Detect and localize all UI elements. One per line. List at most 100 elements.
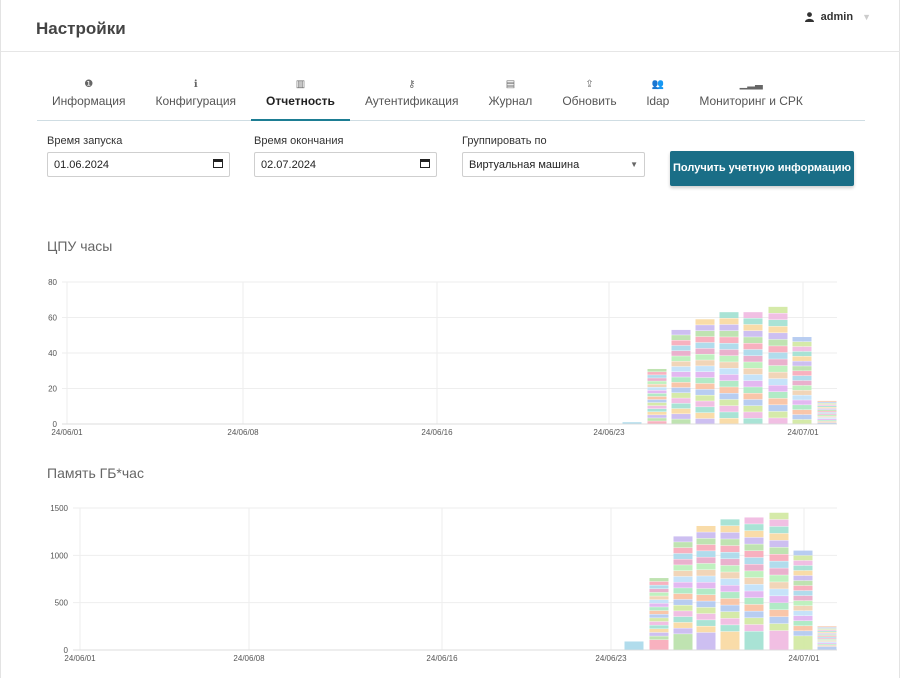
bar-segment <box>671 419 691 424</box>
bar-segment <box>647 387 667 391</box>
group-select[interactable]: Виртуальная машина ▼ <box>462 152 645 177</box>
bar-segment <box>792 414 812 420</box>
bar-segment <box>817 637 837 638</box>
x-tick-label: 24/06/01 <box>51 428 83 437</box>
bar-segment <box>649 585 669 589</box>
bar-segment <box>647 378 667 381</box>
bar-segment <box>647 421 667 424</box>
key-icon: ⚷ <box>408 79 416 90</box>
bar-segment <box>817 408 837 410</box>
tab-6[interactable]: 👥 ldap <box>632 72 685 120</box>
calendar-icon[interactable] <box>420 158 430 171</box>
group-value: Виртуальная машина <box>469 158 580 171</box>
bar-segment <box>817 635 837 637</box>
bar-segment <box>817 415 837 416</box>
bar-segment <box>792 409 812 415</box>
tab-label: Информация <box>52 94 126 108</box>
bar-segment <box>647 412 667 415</box>
bar-stack <box>696 525 716 650</box>
bar-segment <box>768 339 788 346</box>
bar-segment <box>768 306 788 313</box>
bar-segment <box>719 418 739 424</box>
bar-segment <box>720 532 740 539</box>
bar-segment <box>649 632 669 636</box>
tab-5[interactable]: ⇪ Обновить <box>547 72 631 120</box>
bar-segment <box>671 350 691 356</box>
bar-stack <box>817 400 837 424</box>
bar-segment <box>743 330 763 337</box>
tab-7[interactable]: ▁▂▃ Мониторинг и СРК <box>684 72 818 120</box>
bar-stack <box>720 519 740 650</box>
bar-segment <box>720 552 740 559</box>
bar-segment <box>720 592 740 599</box>
bar-stack <box>792 337 812 424</box>
bar-segment <box>743 362 763 369</box>
bar-segment <box>793 560 813 566</box>
bar-segment <box>768 385 788 392</box>
bar-segment <box>768 365 788 372</box>
bar-segment <box>768 326 788 333</box>
bar-segment <box>768 333 788 340</box>
chevron-down-icon: ▼ <box>630 160 638 169</box>
bar-segment <box>671 329 691 335</box>
x-tick-label: 24/07/01 <box>787 428 819 437</box>
bar-segment <box>817 638 837 640</box>
bar-stack <box>743 312 763 424</box>
bar-segment <box>769 547 789 554</box>
y-tick-label: 0 <box>64 646 69 655</box>
bar-segment <box>671 335 691 341</box>
x-tick-label: 24/06/01 <box>64 654 96 663</box>
tab-0[interactable]: ❶ Информация <box>37 72 140 120</box>
bar-segment <box>649 596 669 600</box>
bar-segment <box>719 343 739 350</box>
bar-segment <box>792 400 812 405</box>
bar-segment <box>649 621 669 625</box>
user-menu[interactable]: admin ▼ <box>804 11 871 23</box>
bar-segment <box>744 537 764 544</box>
bar-segment <box>768 346 788 353</box>
signal-icon: ▁▂▃ <box>739 79 763 90</box>
bar-segment <box>622 422 642 424</box>
bar-segment <box>649 625 669 629</box>
bar-segment <box>719 318 739 325</box>
bar-segment <box>769 616 789 624</box>
bar-segment <box>720 605 740 612</box>
end-date-input[interactable]: 02.07.2024 <box>254 152 437 177</box>
calendar-icon[interactable] <box>213 158 223 171</box>
bar-segment <box>817 409 837 411</box>
bar-segment <box>793 600 813 606</box>
bar-segment <box>793 555 813 561</box>
bar-segment <box>671 393 691 398</box>
bar-segment <box>673 605 693 611</box>
bar-segment <box>720 598 740 605</box>
y-tick-label: 1500 <box>50 504 68 513</box>
tab-2[interactable]: ▥ Отчетность <box>251 72 350 121</box>
start-date-input[interactable]: 01.06.2024 <box>47 152 230 177</box>
tab-3[interactable]: ⚷ Аутентификация <box>350 72 474 120</box>
cpu-hours-chart: 0 20 40 60 80 24/06/01 24/06/08 24/06/16 24/06/2… <box>48 278 837 437</box>
bar-segment <box>792 341 812 347</box>
bar-segment <box>695 354 715 360</box>
bar-stack <box>624 641 644 650</box>
get-accounting-button[interactable]: Получить учетную информацию <box>670 151 854 186</box>
bar-segment <box>695 371 715 378</box>
bar-segment <box>817 413 837 415</box>
bar-stack <box>719 312 739 424</box>
bar-segment <box>817 626 837 628</box>
bar-segment <box>768 352 788 359</box>
bar-segment <box>817 633 837 635</box>
bar-segment <box>719 412 739 419</box>
bar-segment <box>817 421 837 423</box>
tab-label: Обновить <box>562 94 617 108</box>
bar-segment <box>768 378 788 386</box>
bar-segment <box>793 550 813 556</box>
tab-1[interactable]: ℹ Конфигурация <box>140 72 251 120</box>
bar-segment <box>793 636 813 650</box>
bar-segment <box>695 389 715 395</box>
bar-segment <box>769 526 789 534</box>
tab-4[interactable]: ▤ Журнал <box>474 72 548 120</box>
bar-segment <box>671 371 691 377</box>
bar-segment <box>817 646 837 650</box>
bar-segment <box>743 337 763 344</box>
